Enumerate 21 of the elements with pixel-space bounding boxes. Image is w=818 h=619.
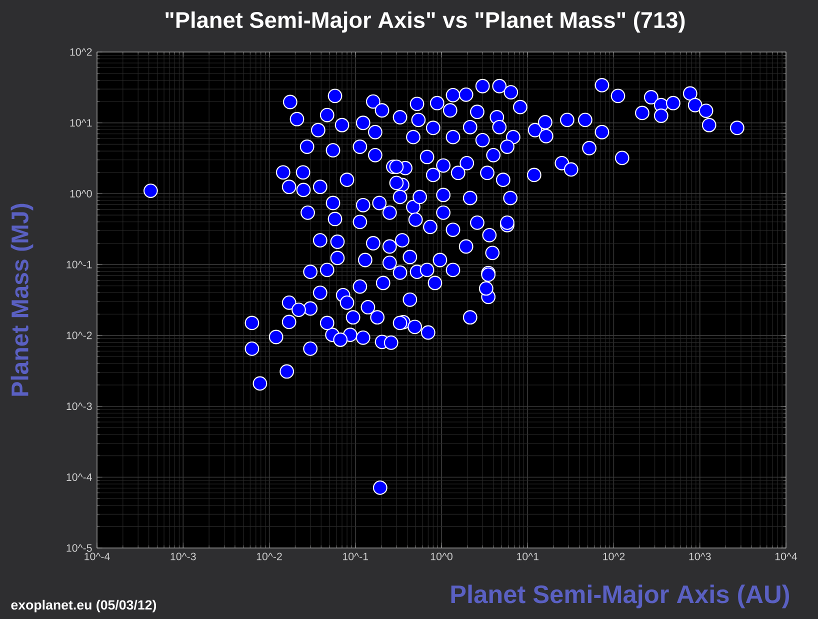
y-tick-label: 10^-5 [66, 544, 92, 552]
chart-title: "Planet Semi-Major Axis" vs "Planet Mass" (713) [166, 11, 685, 33]
y-tick-label: 10^-3 [66, 402, 92, 410]
y-tick-label: 10^-1 [66, 260, 92, 268]
y-tick-label: 10^0 [70, 190, 92, 198]
x-tick-label: 10^0 [430, 552, 452, 560]
x-tick-label: 10^4 [775, 552, 798, 560]
x-tick-label: 10^3 [689, 552, 711, 560]
y-tick-label: 10^1 [70, 119, 92, 127]
y-tick-label: 10^-4 [66, 473, 92, 481]
x-tick-label: 10^-1 [343, 552, 368, 560]
y-axis-title: Planet Mass (MJ) [10, 204, 34, 396]
x-tick-label: 10^-2 [256, 552, 282, 560]
text: exoplanet.eu (05/03/12) [11, 600, 156, 612]
x-tick-label: 10^-4 [84, 552, 110, 560]
y-tick-label: 10^-2 [66, 332, 92, 340]
x-tick-label: 10^1 [517, 552, 538, 560]
y-tick-label: 10^2 [70, 48, 92, 56]
x-tick-label: 10^-3 [170, 552, 196, 560]
x-tick-label: 10^2 [603, 552, 625, 560]
x-axis-title: Planet Semi-Major Axis (AU) [451, 584, 789, 608]
